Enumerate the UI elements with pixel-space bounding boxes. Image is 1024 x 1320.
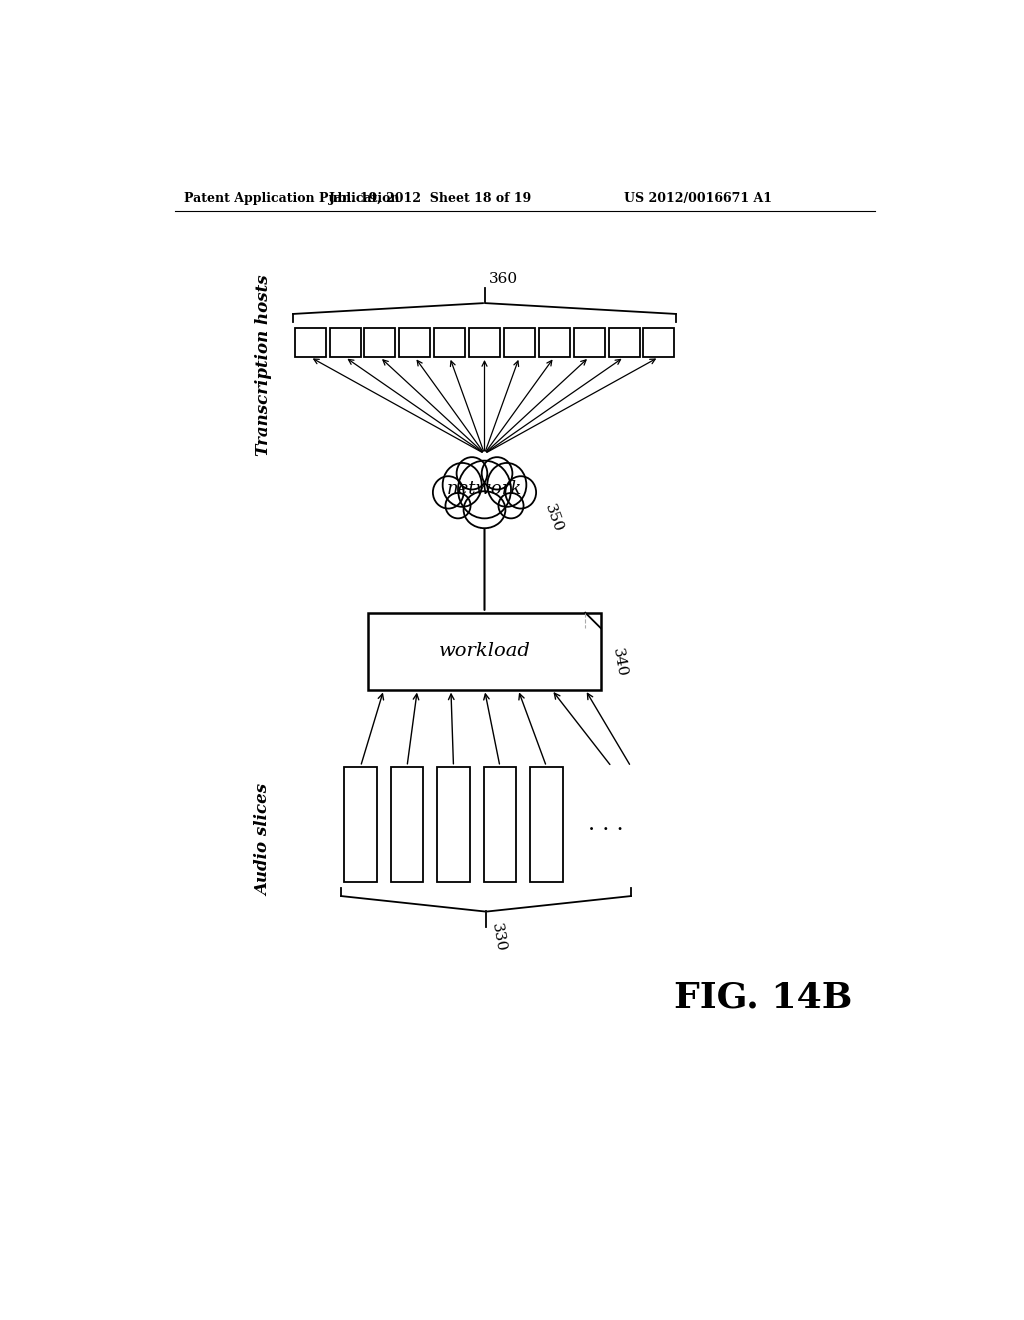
Bar: [437, 767, 470, 882]
Bar: [530, 767, 563, 882]
Ellipse shape: [442, 463, 481, 507]
Text: workload: workload: [438, 643, 530, 660]
Ellipse shape: [499, 492, 523, 519]
Text: Audio slices: Audio slices: [255, 784, 272, 896]
Text: 350: 350: [542, 503, 565, 535]
Bar: [573, 327, 604, 358]
Bar: [295, 327, 326, 358]
Text: Patent Application Publication: Patent Application Publication: [183, 191, 399, 205]
Text: . . .: . . .: [589, 813, 624, 836]
Bar: [391, 767, 423, 882]
Text: US 2012/0016671 A1: US 2012/0016671 A1: [624, 191, 772, 205]
Bar: [469, 327, 500, 358]
Bar: [483, 767, 516, 882]
Bar: [504, 327, 535, 358]
Ellipse shape: [457, 457, 487, 490]
Text: 330: 330: [489, 923, 508, 953]
Ellipse shape: [445, 492, 471, 519]
Text: 360: 360: [488, 272, 517, 285]
Text: FIG. 14B: FIG. 14B: [675, 981, 853, 1015]
Bar: [643, 327, 675, 358]
Bar: [369, 612, 601, 689]
Bar: [365, 327, 395, 358]
Ellipse shape: [481, 457, 512, 490]
Bar: [330, 327, 360, 358]
Ellipse shape: [487, 463, 526, 507]
Bar: [344, 767, 377, 882]
Bar: [608, 327, 640, 358]
Bar: [434, 327, 465, 358]
Ellipse shape: [458, 461, 511, 519]
Text: Transcription hosts: Transcription hosts: [255, 275, 272, 457]
Bar: [399, 327, 430, 358]
Ellipse shape: [464, 491, 506, 528]
Ellipse shape: [506, 477, 537, 508]
Text: 340: 340: [610, 647, 629, 678]
Text: network: network: [446, 480, 522, 499]
Text: Jan. 19, 2012  Sheet 18 of 19: Jan. 19, 2012 Sheet 18 of 19: [329, 191, 531, 205]
Ellipse shape: [433, 477, 464, 508]
Bar: [539, 327, 569, 358]
